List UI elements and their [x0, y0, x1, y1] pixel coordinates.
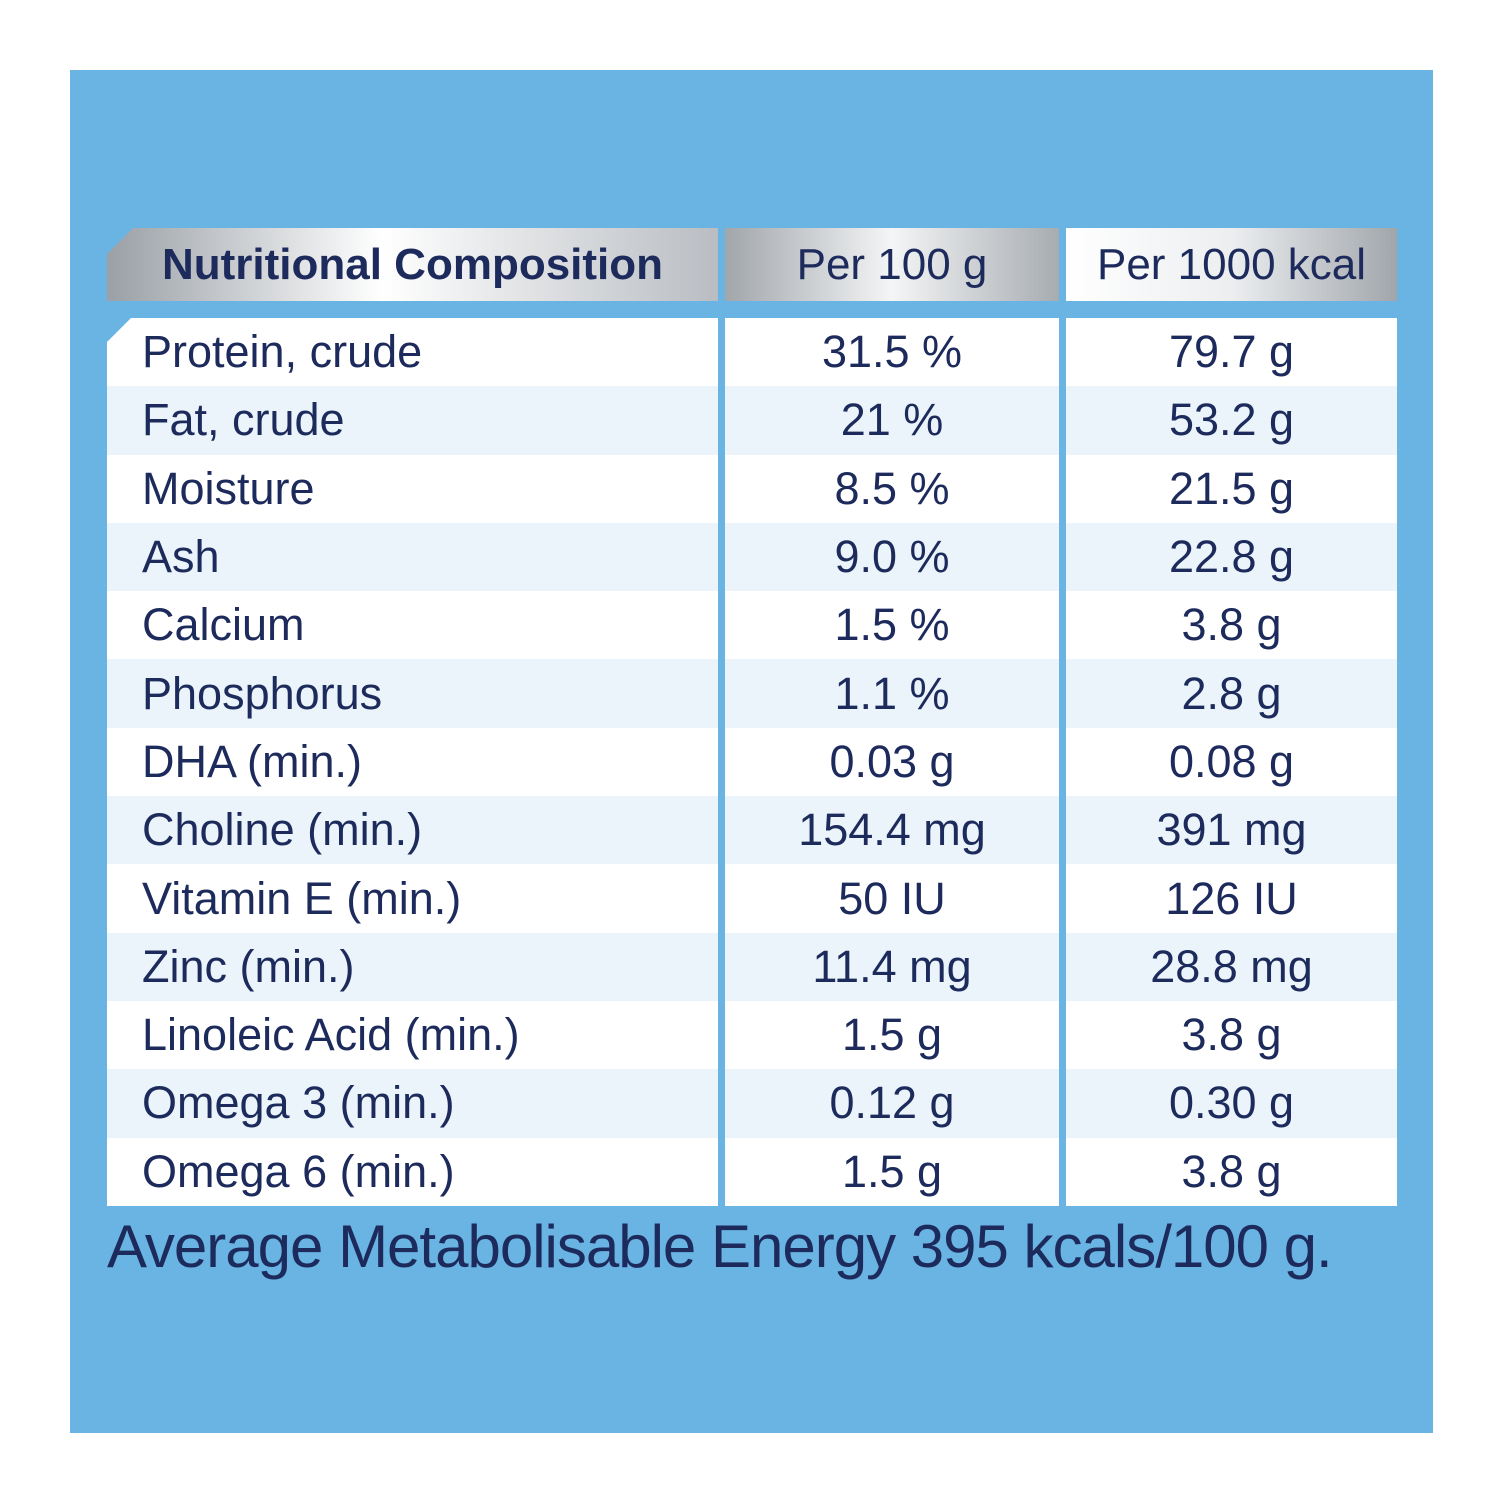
- nutrient-name: Fat, crude: [107, 386, 718, 455]
- table-row: Vitamin E (min.) 50 IU 126 IU: [107, 864, 1397, 933]
- nutrient-name: Linoleic Acid (min.): [107, 1000, 718, 1070]
- value-per-100g: 0.12 g: [725, 1069, 1059, 1138]
- value-per-100g: 21 %: [725, 386, 1059, 455]
- nutrient-name: Choline (min.): [107, 796, 718, 865]
- value-per-1000kcal: 0.08 g: [1066, 727, 1397, 797]
- value-per-1000kcal: 21.5 g: [1066, 454, 1397, 523]
- table-row: Phosphorus 1.1 % 2.8 g: [107, 659, 1397, 728]
- value-per-1000kcal: 3.8 g: [1066, 591, 1397, 660]
- table-row: Moisture 8.5 % 21.5 g: [107, 454, 1397, 523]
- table-header: Nutritional Composition Per 100 g Per 10…: [107, 228, 1397, 301]
- value-per-100g: 1.1 %: [725, 659, 1059, 728]
- nutrient-name: Zinc (min.): [107, 932, 718, 1001]
- value-per-100g: 0.03 g: [725, 727, 1059, 797]
- value-per-1000kcal: 126 IU: [1066, 864, 1397, 933]
- table-row: Omega 3 (min.) 0.12 g 0.30 g: [107, 1069, 1397, 1138]
- value-per-100g: 1.5 g: [725, 1137, 1059, 1206]
- table-row: Fat, crude 21 % 53.2 g: [107, 386, 1397, 455]
- value-per-1000kcal: 53.2 g: [1066, 386, 1397, 455]
- table-row: Protein, crude 31.5 % 79.7 g: [107, 318, 1397, 387]
- nutrient-name: Phosphorus: [107, 659, 718, 728]
- metabolisable-energy-note: Average Metabolisable Energy 395 kcals/1…: [107, 1213, 1333, 1280]
- value-per-1000kcal: 28.8 mg: [1066, 932, 1397, 1001]
- value-per-100g: 1.5 g: [725, 1000, 1059, 1070]
- nutrient-name: Calcium: [107, 591, 718, 660]
- table-body: Protein, crude 31.5 % 79.7 g Fat, crude 21 %…: [107, 318, 1397, 1206]
- value-per-1000kcal: 2.8 g: [1066, 659, 1397, 728]
- nutrient-name: Vitamin E (min.): [107, 864, 718, 933]
- value-per-100g: 9.0 %: [725, 522, 1059, 592]
- value-per-100g: 50 IU: [725, 864, 1059, 933]
- value-per-100g: 11.4 mg: [725, 932, 1059, 1001]
- corner-notch: [107, 318, 131, 342]
- table-row: Omega 6 (min.) 1.5 g 3.8 g: [107, 1137, 1397, 1206]
- table-row: Calcium 1.5 % 3.8 g: [107, 591, 1397, 660]
- nutrition-table: Nutritional Composition Per 100 g Per 10…: [107, 228, 1397, 1206]
- value-per-100g: 31.5 %: [725, 318, 1059, 387]
- value-per-1000kcal: 3.8 g: [1066, 1137, 1397, 1206]
- value-per-1000kcal: 79.7 g: [1066, 318, 1397, 387]
- value-per-1000kcal: 391 mg: [1066, 796, 1397, 865]
- header-per-1000kcal: Per 1000 kcal: [1066, 228, 1397, 301]
- nutrient-name: Protein, crude: [107, 318, 718, 387]
- table-row: Ash 9.0 % 22.8 g: [107, 522, 1397, 592]
- value-per-100g: 8.5 %: [725, 454, 1059, 523]
- value-per-100g: 1.5 %: [725, 591, 1059, 660]
- table-row: Zinc (min.) 11.4 mg 28.8 mg: [107, 932, 1397, 1001]
- value-per-1000kcal: 3.8 g: [1066, 1000, 1397, 1070]
- value-per-1000kcal: 0.30 g: [1066, 1069, 1397, 1138]
- header-nutritional-composition: Nutritional Composition: [107, 228, 718, 301]
- table-row: DHA (min.) 0.03 g 0.08 g: [107, 727, 1397, 797]
- table-row: Linoleic Acid (min.) 1.5 g 3.8 g: [107, 1000, 1397, 1070]
- header-per-100g: Per 100 g: [725, 228, 1059, 301]
- value-per-1000kcal: 22.8 g: [1066, 522, 1397, 592]
- nutrient-name: Ash: [107, 522, 718, 592]
- nutrient-name: Moisture: [107, 454, 718, 523]
- table-row: Choline (min.) 154.4 mg 391 mg: [107, 796, 1397, 865]
- nutrient-name: Omega 6 (min.): [107, 1137, 718, 1206]
- nutrient-name: Omega 3 (min.): [107, 1069, 718, 1138]
- value-per-100g: 154.4 mg: [725, 796, 1059, 865]
- nutrient-name: DHA (min.): [107, 727, 718, 797]
